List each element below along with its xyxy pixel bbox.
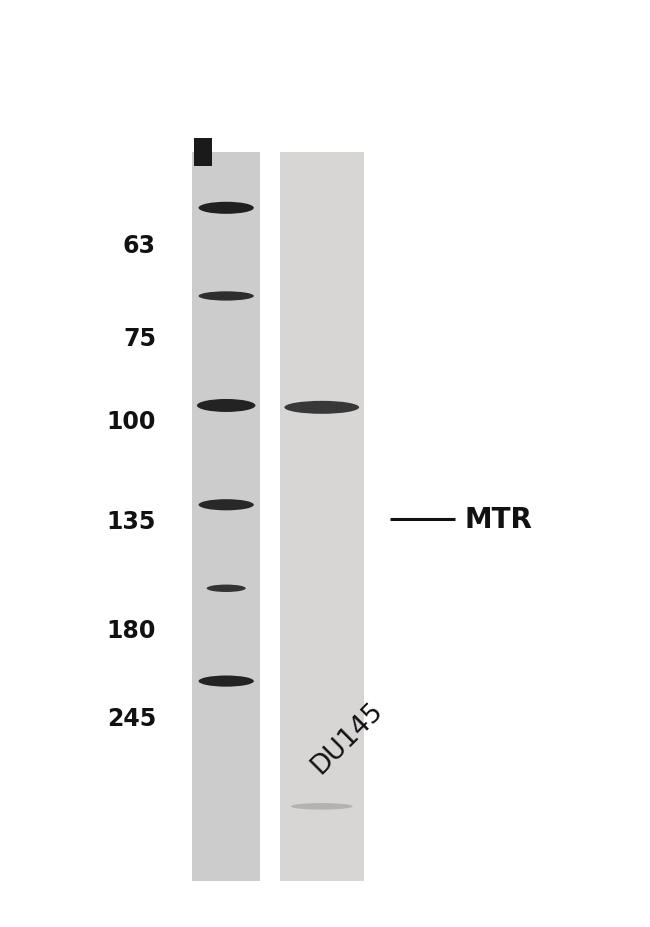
FancyBboxPatch shape xyxy=(194,139,212,167)
Ellipse shape xyxy=(199,500,254,511)
Ellipse shape xyxy=(199,202,254,214)
Text: 245: 245 xyxy=(107,706,156,730)
Text: DU145: DU145 xyxy=(307,697,389,779)
Ellipse shape xyxy=(199,676,254,687)
FancyBboxPatch shape xyxy=(280,153,364,881)
Ellipse shape xyxy=(207,585,246,592)
Text: 135: 135 xyxy=(107,509,156,533)
Ellipse shape xyxy=(199,292,254,301)
Text: 63: 63 xyxy=(123,234,156,258)
Ellipse shape xyxy=(291,803,352,810)
Ellipse shape xyxy=(285,401,359,414)
Text: MTR: MTR xyxy=(465,505,532,533)
Text: 75: 75 xyxy=(123,326,156,350)
Text: 180: 180 xyxy=(107,618,156,642)
FancyBboxPatch shape xyxy=(192,153,260,881)
Text: 100: 100 xyxy=(107,410,156,434)
Ellipse shape xyxy=(197,400,255,413)
